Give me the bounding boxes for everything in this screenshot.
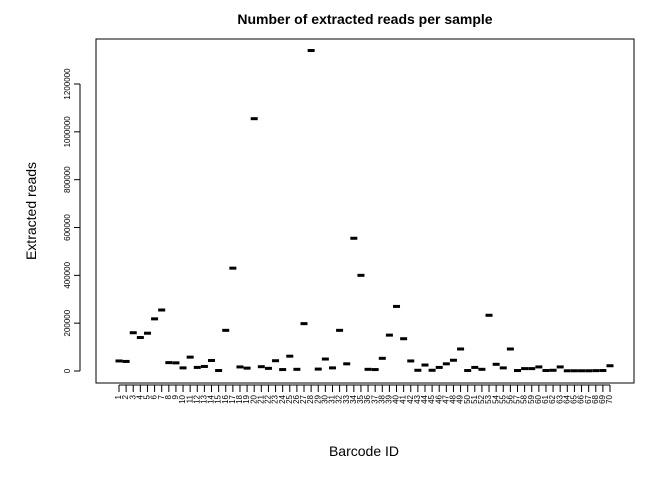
x-tick-label: 66 (577, 394, 586, 403)
x-tick-label: 6 (150, 394, 159, 399)
x-tick-label: 16 (221, 394, 230, 403)
y-axis: 0 200000 400000 600000 800000 1000000 1200000 (63, 68, 81, 373)
y-tick-label: 600000 (63, 214, 72, 241)
x-tick-label: 14 (207, 394, 216, 403)
x-tick-label: 18 (235, 394, 244, 403)
x-tick-label: 58 (520, 394, 529, 403)
x-tick-label: 67 (584, 394, 593, 403)
x-tick-label: 68 (591, 394, 600, 403)
x-tick-label: 8 (164, 394, 173, 399)
x-tick-label: 21 (256, 394, 265, 403)
x-tick-label: 17 (228, 394, 237, 403)
y-tick-label: 200000 (63, 309, 72, 336)
x-tick-label: 70 (605, 394, 614, 403)
x-axis: 1234567891011121314151617181920212223242… (114, 384, 614, 404)
x-tick-label: 7 (157, 394, 166, 399)
x-tick-label: 55 (498, 394, 507, 403)
x-tick-label: 63 (555, 394, 564, 403)
x-tick-label: 56 (505, 394, 514, 403)
x-tick-label: 54 (491, 394, 500, 403)
x-tick-label: 40 (392, 394, 401, 403)
x-tick-label: 45 (427, 394, 436, 403)
y-tick-label: 800000 (63, 166, 72, 193)
x-tick-label: 43 (413, 394, 422, 403)
x-tick-label: 42 (406, 394, 415, 403)
y-tick-label: 0 (63, 368, 72, 373)
plot-frame (95, 38, 635, 384)
x-tick-label: 53 (484, 394, 493, 403)
x-tick-label: 34 (349, 394, 358, 403)
x-tick-label: 65 (570, 394, 579, 403)
chart-title: Number of extracted reads per sample (237, 11, 492, 27)
x-tick-label: 37 (370, 394, 379, 403)
x-tick-label: 39 (385, 394, 394, 403)
x-tick-label: 50 (463, 394, 472, 403)
x-tick-label: 13 (200, 394, 209, 403)
x-tick-label: 64 (562, 394, 571, 403)
x-tick-label: 26 (292, 394, 301, 403)
x-tick-label: 38 (377, 394, 386, 403)
x-tick-label: 11 (185, 394, 194, 403)
x-tick-label: 35 (356, 394, 365, 403)
x-tick-label: 9 (171, 394, 180, 399)
x-tick-label: 41 (399, 394, 408, 403)
data-marks (115, 49, 614, 373)
x-tick-label: 44 (420, 394, 429, 403)
x-tick-label: 29 (313, 394, 322, 403)
x-tick-label: 61 (541, 394, 550, 403)
x-tick-label: 10 (178, 394, 187, 403)
x-tick-label: 2 (121, 394, 130, 399)
x-tick-label: 36 (363, 394, 372, 403)
x-tick-label: 30 (320, 394, 329, 403)
x-tick-label: 62 (548, 394, 557, 403)
y-axis-title: Extracted reads (23, 162, 39, 260)
x-tick-label: 12 (192, 394, 201, 403)
x-tick-label: 22 (264, 394, 273, 403)
x-tick-label: 1 (114, 394, 123, 399)
x-tick-label: 60 (534, 394, 543, 403)
x-tick-label: 3 (128, 394, 137, 399)
y-tick-label: 1000000 (63, 116, 72, 148)
x-tick-label: 46 (434, 394, 443, 403)
x-tick-label: 20 (249, 394, 258, 403)
x-tick-label: 57 (513, 394, 522, 403)
x-tick-label: 15 (214, 394, 223, 403)
y-tick-label: 1200000 (63, 68, 72, 100)
x-tick-label: 4 (135, 394, 144, 399)
x-tick-label: 25 (285, 394, 294, 403)
x-tick-label: 49 (456, 394, 465, 403)
x-tick-label: 32 (335, 394, 344, 403)
x-tick-label: 19 (242, 394, 251, 403)
x-tick-label: 31 (328, 394, 337, 403)
x-tick-label: 51 (470, 394, 479, 403)
x-tick-label: 5 (143, 394, 152, 399)
x-tick-label: 52 (477, 394, 486, 403)
x-axis-title: Barcode ID (329, 443, 399, 459)
x-tick-label: 59 (527, 394, 536, 403)
x-tick-label: 69 (598, 394, 607, 403)
x-tick-label: 24 (278, 394, 287, 403)
x-tick-label: 47 (441, 394, 450, 403)
x-tick-label: 28 (306, 394, 315, 403)
x-tick-label: 27 (299, 394, 308, 403)
x-tick-label: 23 (271, 394, 280, 403)
x-tick-label: 33 (342, 394, 351, 403)
x-tick-label: 48 (449, 394, 458, 403)
y-tick-label: 400000 (63, 261, 72, 288)
